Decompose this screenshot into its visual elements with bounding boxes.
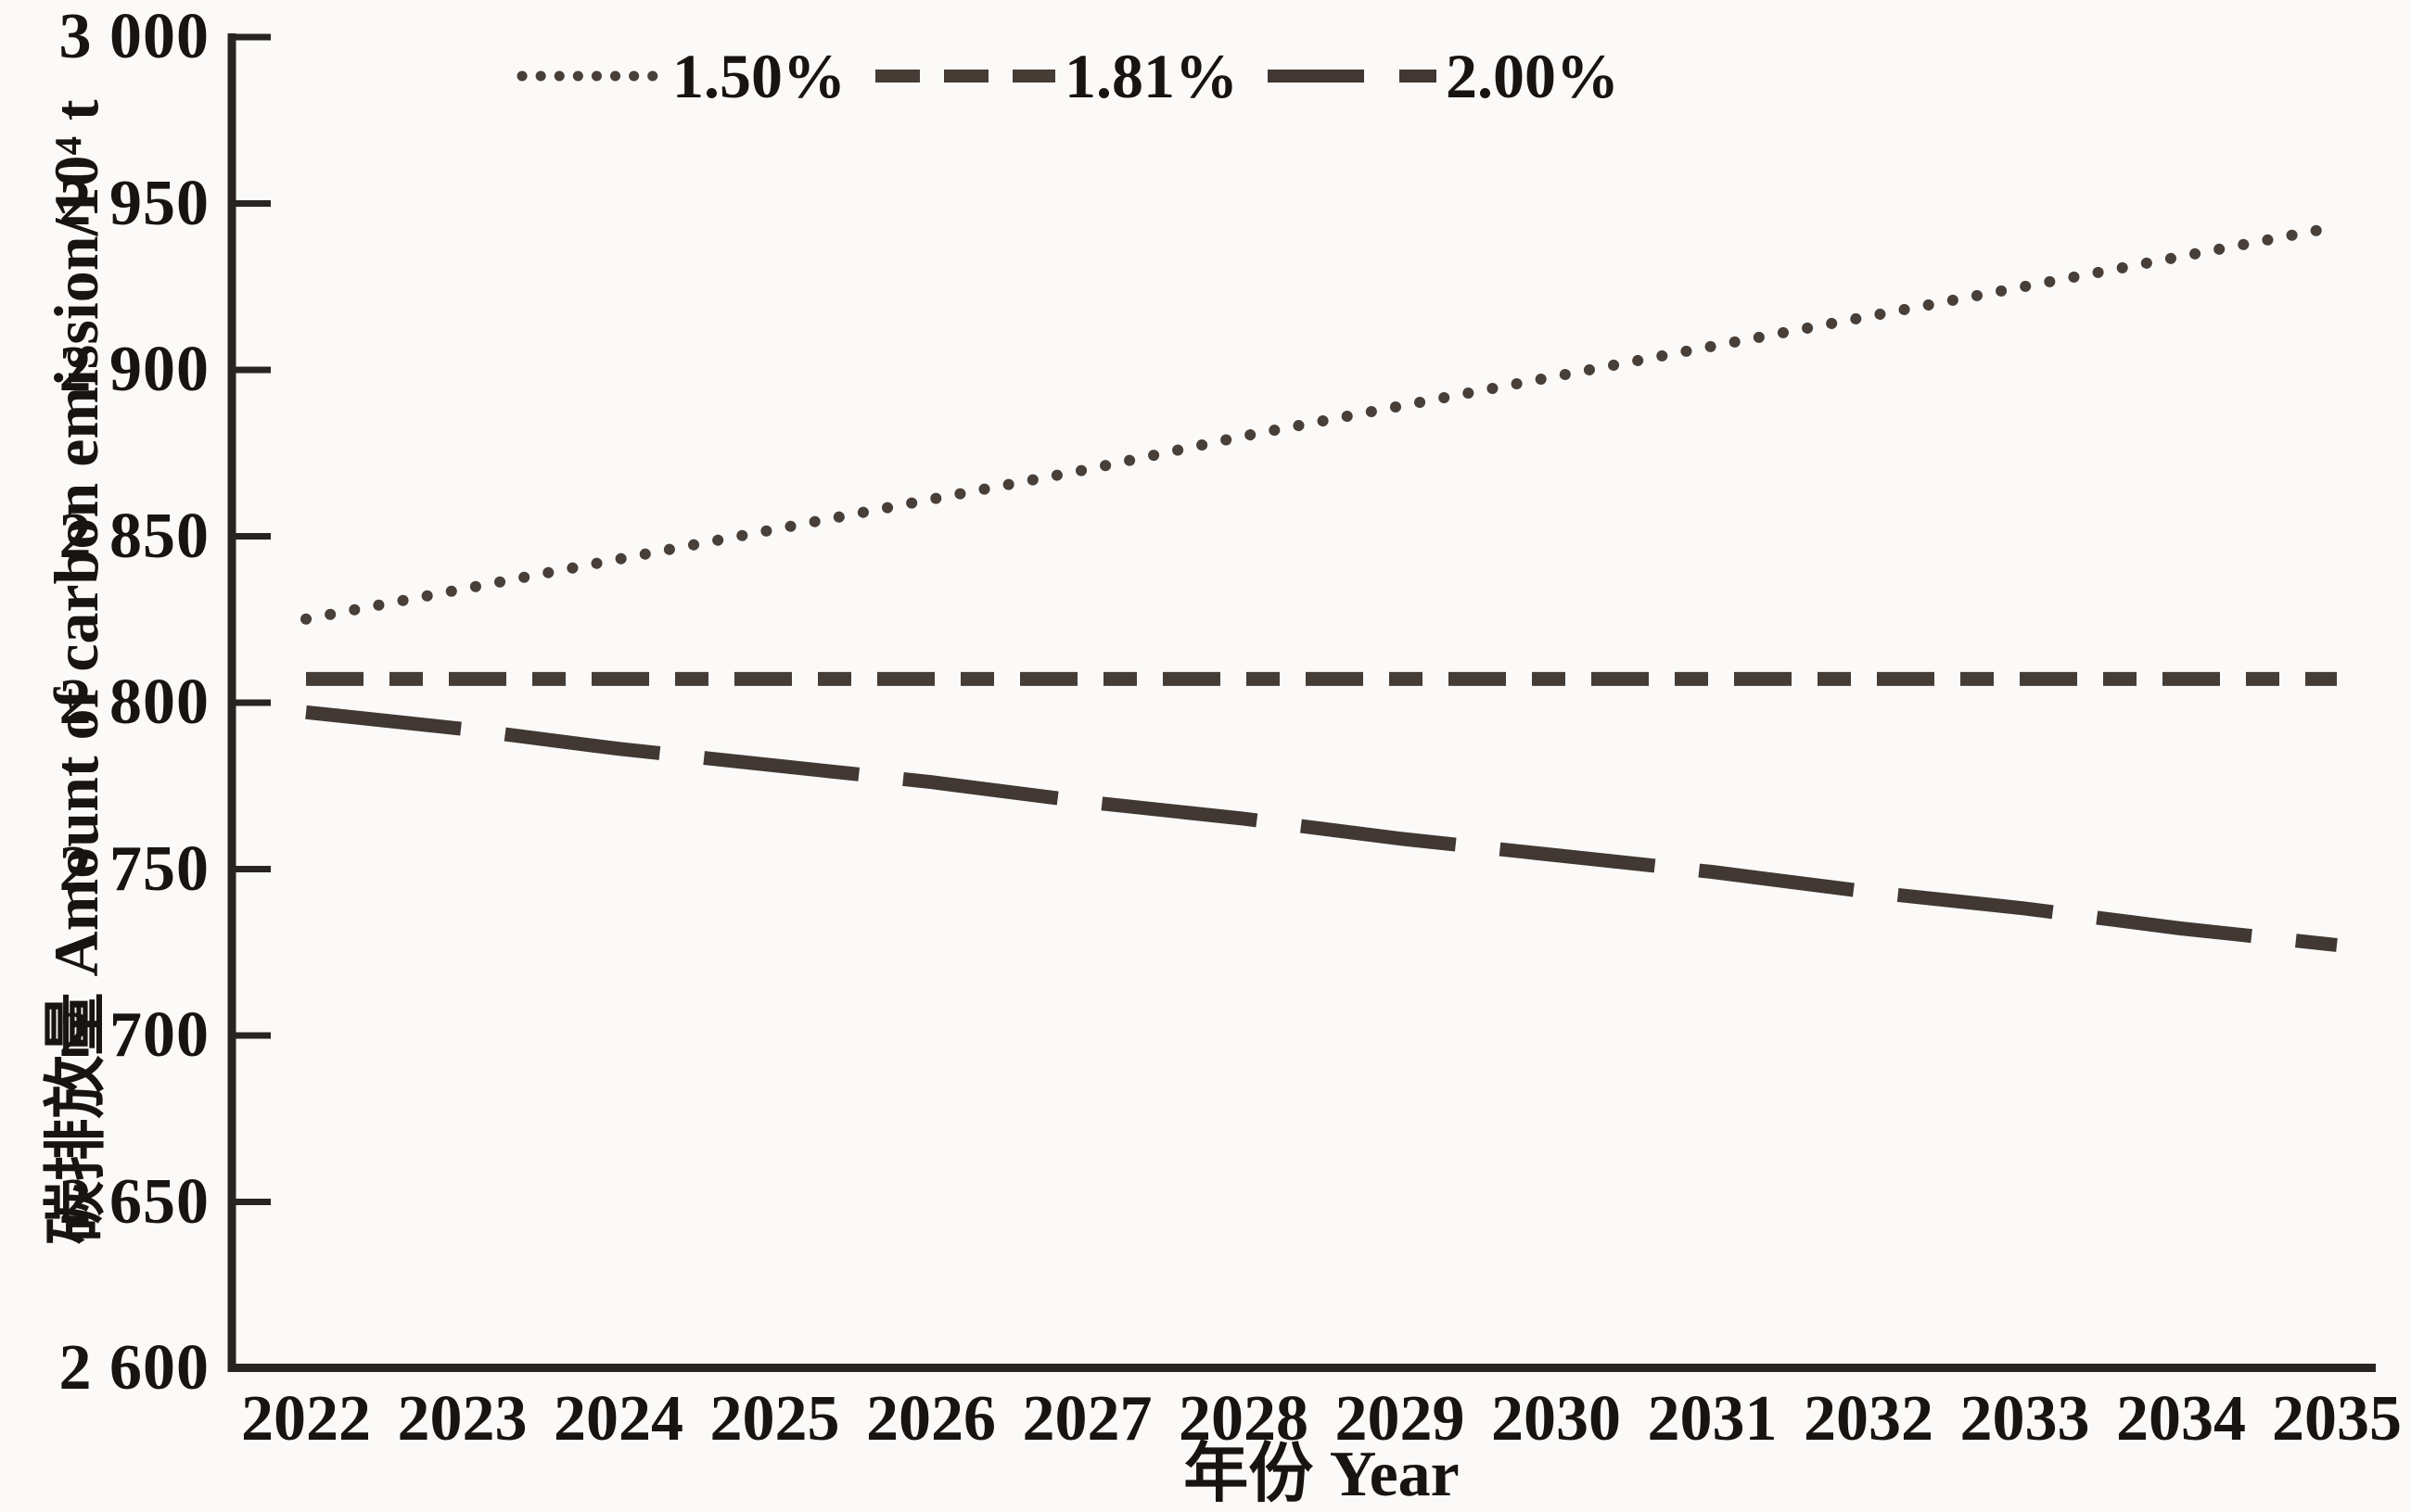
x-tick-label: 2025 (709, 1383, 840, 1455)
x-axis-title: 年份 Year (1183, 1439, 1460, 1510)
x-tick-label: 2035 (2272, 1383, 2402, 1455)
legend-item-2.00pct: 2.00% (1266, 39, 1619, 113)
y-tick-label: 2 600 (58, 1332, 210, 1404)
y-tick-label: 2 900 (58, 334, 210, 405)
long-dash-line-swatch-icon (1268, 70, 1436, 83)
y-tick-label: 3 000 (58, 1, 210, 72)
x-tick-label: 2023 (397, 1383, 528, 1455)
y-tick-label: 2 650 (58, 1165, 210, 1238)
legend-label: 2.00% (1446, 41, 1619, 111)
x-tick-label: 2027 (1022, 1383, 1153, 1455)
legend-label: 1.50% (672, 41, 846, 111)
legend-label: 1.81% (1065, 41, 1238, 111)
x-tick-label: 2033 (1959, 1383, 2090, 1455)
dotted-line-swatch-icon (517, 70, 663, 82)
legend: 1.50% 1.81% 2.00% (515, 39, 1647, 113)
x-tick-label: 2032 (1804, 1383, 1933, 1455)
x-tick-label: 2031 (1647, 1383, 1778, 1455)
legend-item-1.81pct: 1.81% (874, 39, 1238, 113)
series-line-1.50pct (300, 221, 2342, 625)
short-dash-line-swatch-icon (875, 70, 1055, 83)
x-tick-label: 2026 (866, 1383, 996, 1455)
y-tick-label: 2 850 (58, 500, 210, 572)
y-tick-label: 2 950 (58, 167, 210, 239)
legend-item-1.50pct: 1.50% (515, 39, 846, 113)
y-axis-ticks (236, 33, 271, 1205)
y-tick-label: 2 750 (58, 832, 210, 905)
x-tick-label: 2029 (1334, 1383, 1465, 1455)
x-tick-label: 2024 (554, 1383, 683, 1455)
x-tick-label: 2028 (1179, 1383, 1308, 1455)
y-axis-title: 碳排放量 Amount of carbon emission/10⁴ t (41, 99, 111, 1245)
y-tick-label: 2 800 (58, 667, 210, 738)
x-tick-label: 2030 (1491, 1383, 1621, 1455)
series-line-2.00pct (305, 705, 2338, 952)
x-tick-label: 2022 (241, 1383, 371, 1455)
x-tick-label: 2034 (2116, 1383, 2246, 1455)
y-tick-label: 2 700 (58, 999, 210, 1071)
